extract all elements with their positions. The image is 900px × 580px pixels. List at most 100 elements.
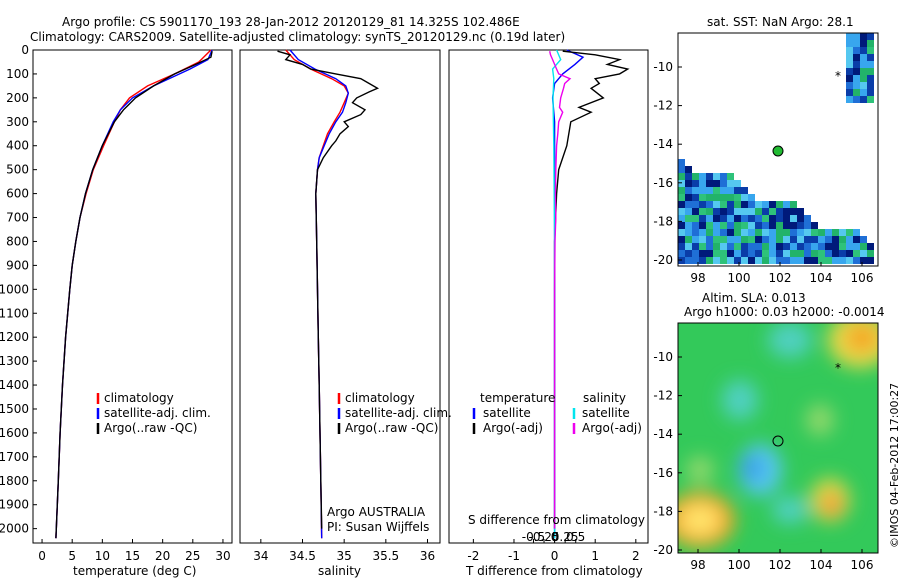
longitude-tick: 100 [728,271,751,285]
x-tick-label: 0 [38,549,46,563]
latitude-tick: -20 [653,543,673,557]
sst-map-title: sat. SST: NaN Argo: 28.1 [707,15,854,29]
depth-tick-label: 800 [6,234,29,248]
x-tick-label: 34 [253,549,268,563]
depth-tick-label: 400 [6,139,29,153]
x-tick-label: 15 [125,549,140,563]
latitude-tick: -12 [653,99,673,113]
longitude-tick: 104 [810,558,833,572]
longitude-tick: 98 [690,558,705,572]
difference-plot-frame [448,49,649,544]
depth-tick-label: 600 [6,187,29,201]
legend-salinity-header: salinity [583,391,627,405]
latitude-tick: -10 [653,350,673,364]
salinity-x-axis: 34 34.5 35 35.5 36 [253,539,435,563]
x-tick-label: 25 [185,549,200,563]
legend-satellite-adj: satellite-adj. clim. [104,406,211,420]
depth-tick-label: 1900 [0,498,29,512]
salinity-xlabel: salinity [318,564,362,578]
latitude-tick: -10 [653,60,673,74]
series-salinity-satellite [551,49,562,539]
x-tick-label: 36 [420,549,435,563]
sla-map-title: Altim. SLA: 0.013 [702,291,806,305]
depth-tick-label: 1200 [0,330,29,344]
depth-tick-label: 1400 [0,378,29,392]
series-temperature-satellite [551,49,585,539]
depth-tick-label: 700 [6,211,29,225]
longitude-tick: 106 [851,271,874,285]
latitude-tick: -14 [653,427,673,441]
depth-tick-label: 200 [6,91,29,105]
sla-map: * 98 100 102 104 106 -10 -12 -14 -16 -18 -20 [653,322,879,572]
temperature-x-axis: 0 5 10 15 20 25 30 [38,539,231,563]
longitude-tick: 102 [769,558,792,572]
x-tick-label: 35.5 [372,549,399,563]
latitude-tick: -16 [653,466,673,480]
temperature-plot-frame [32,49,233,544]
argo-height-title: Argo h1000: 0.03 h2000: -0.0014 [684,305,885,319]
s-difference-label: S difference from climatology [468,513,645,527]
salinity-plot-frame [239,49,441,544]
longitude-tick: 104 [810,271,833,285]
x-tick-label: -0.25 [529,530,560,544]
latitude-tick: -14 [653,137,673,151]
depth-tick-label: 0 [21,43,29,57]
series-satellite-adj-clim- [289,49,350,539]
x-tick-label: 0.5 [566,530,585,544]
x-tick-label: 1 [591,549,599,563]
pi-note: PI: Susan Wijffels [327,520,430,534]
depth-tick-label: 1100 [0,306,29,320]
x-tick-label: 20 [155,549,170,563]
x-tick-label: 35 [337,549,352,563]
argo-country-note: Argo AUSTRALIA [327,505,426,519]
sst-map: * 98 100 102 104 106 -10 -12 -14 -16 -18 -20 [653,32,879,285]
legend-argo-sal: Argo(..raw -QC) [345,421,439,435]
legend-temperature-header: temperature [480,391,556,405]
argo-location-marker [772,145,784,157]
depth-tick-label: 1700 [0,450,29,464]
legend-climatology: climatology [104,391,174,405]
series-salinity-argo-adj- [549,51,572,529]
climatology-subtitle: Climatology: CARS2009. Satellite-adjuste… [30,30,566,44]
x-tick-label: 0 [551,530,559,544]
imos-credit: ©IMOS 04-Feb-2012 17:00:27 [888,382,900,548]
depth-axis: 0 100 200 300 400 500 600 700 800 900 1000 1100 1200… [0,43,37,536]
longitude-tick: 102 [769,271,792,285]
temperature-panel: 0 5 10 15 20 25 30 [32,49,233,563]
latitude-tick: -20 [653,253,673,267]
series-argo-raw-qc- [277,50,380,529]
latitude-tick: -12 [653,389,673,403]
legend-argo: Argo(..raw -QC) [104,421,198,435]
x-tick-label: 5 [68,549,76,563]
x-tick-label: 10 [95,549,110,563]
depth-tick-label: 1300 [0,354,29,368]
salinity-panel: 34 34.5 35 35.5 36 [239,49,441,563]
x-tick-label: 0 [551,549,559,563]
x-tick-label: 0.25 [552,530,579,544]
argo-location-ring [772,435,784,447]
longitude-tick: 98 [690,271,705,285]
series-argo-raw-qc- [55,51,213,539]
map-star-marker: * [835,69,841,83]
sla-map-axes: 98 100 102 104 106 -10 -12 -14 -16 -18 -20 [653,350,873,572]
series-temperature-argo-adj- [553,50,630,529]
depth-tick-label: 100 [6,67,29,81]
temperature-xlabel: temperature (deg C) [73,564,197,578]
x-tick-label: -0.5 [522,530,545,544]
latitude-tick: -18 [653,504,673,518]
legend-sal-argo: Argo(-adj) [582,421,642,435]
legend-sal-satellite: satellite [582,406,630,420]
depth-tick-label: 500 [6,163,29,177]
sst-map-axes: 98 100 102 104 106 -10 -12 -14 -16 -18 -20 [653,60,873,285]
t-difference-xlabel: T difference from climatology [466,564,643,578]
x-tick-label: -1 [508,549,520,563]
legend-satellite-adj-sal: satellite-adj. clim. [345,406,452,420]
depth-tick-label: 1500 [0,402,29,416]
x-tick-label: -2 [467,549,479,563]
latitude-tick: -18 [653,214,673,228]
depth-tick-label: 1000 [0,282,29,296]
legend-temp-satellite: satellite [483,406,531,420]
